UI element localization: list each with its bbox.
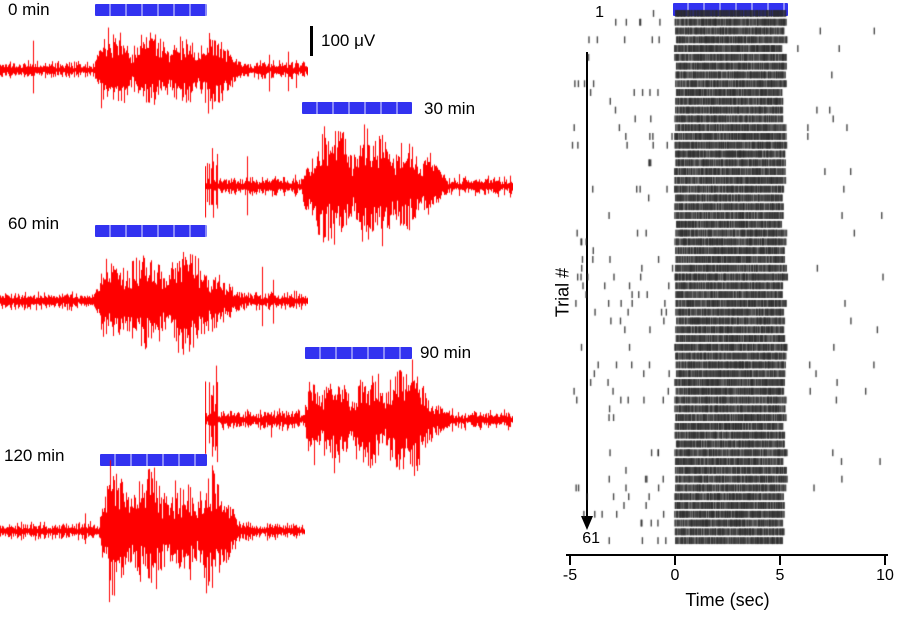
stim-bar-60min <box>95 225 207 237</box>
trace-label-90min: 90 min <box>420 343 472 362</box>
stim-bar-90min <box>305 347 412 359</box>
x-axis-tick <box>569 556 571 565</box>
stim-bar-0min <box>95 4 207 16</box>
x-axis-tick <box>674 556 676 565</box>
raster-canvas <box>570 8 885 548</box>
x-tick-label-10: 10 <box>876 567 894 584</box>
raster-xlabel: Time (sec) <box>685 590 770 610</box>
trace-canvas-120min <box>0 456 305 621</box>
trace-canvas-0min <box>0 18 308 130</box>
x-tick-label-5: 5 <box>775 567 785 584</box>
x-axis-tick <box>884 556 886 565</box>
trace-label-30min: 30 min <box>424 99 476 118</box>
scale-bar-label: 100 μV <box>321 31 376 50</box>
trace-canvas-60min <box>0 237 308 373</box>
x-tick-label--5: -5 <box>562 567 578 584</box>
trace-label-60min: 60 min <box>8 214 60 233</box>
x-axis-line <box>566 554 888 556</box>
x-tick-label-0: 0 <box>670 567 680 584</box>
scale-bar <box>310 26 313 56</box>
x-axis-tick <box>779 556 781 565</box>
stim-bar-30min <box>302 102 412 114</box>
trace-label-0min: 0 min <box>8 0 50 19</box>
